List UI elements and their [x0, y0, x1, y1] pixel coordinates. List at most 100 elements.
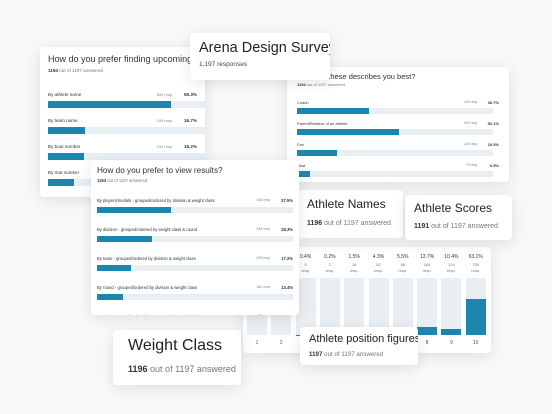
column-track	[392, 278, 413, 335]
answered-count: 1196	[128, 364, 148, 375]
field-title: Athlete Names	[307, 196, 386, 211]
answered-count: 1194	[48, 68, 58, 73]
x-tick-label: 1	[255, 340, 259, 346]
bar	[48, 179, 75, 186]
row-responses: 205 resp.	[256, 256, 272, 260]
value-label: 0.4%	[299, 254, 312, 260]
answered-count: 1194	[297, 82, 306, 87]
survey-responses: 1,197 responses	[199, 61, 248, 68]
field-title: Athlete Scores	[414, 201, 493, 215]
row-percent: 28.3%	[281, 227, 293, 232]
field-card: Athlete Names 1196 out of 1197 answered	[298, 190, 403, 238]
unit-label: resp.	[301, 268, 311, 273]
row-percent: 37.5%	[281, 198, 293, 203]
answered: 1194 out of 1197 answered	[48, 68, 103, 73]
column	[441, 329, 462, 335]
x-tick-label: 9	[450, 340, 453, 346]
row-responses: 439 resp.	[464, 100, 479, 104]
row-label: Fan	[297, 142, 304, 147]
value-label: 10.4%	[444, 254, 459, 260]
row-percent: 55.3%	[183, 92, 197, 97]
answered-text: out of 1197 answered	[324, 350, 384, 358]
answered: 1196 out of 1197 answered	[307, 220, 391, 227]
row-label: Host	[297, 163, 306, 168]
survey-card: Arena Design Survey 1,197 responses	[190, 33, 330, 80]
row-label: By players/medals - grouped/ordered by d…	[97, 198, 215, 203]
row-percent: 20.5%	[487, 142, 499, 147]
row-responses: 622 resp.	[464, 121, 479, 125]
row-label: By division - grouped/ordered by weight …	[97, 227, 198, 232]
question-title: How do you prefer to view results?	[97, 166, 223, 175]
row-responses: 30 resp.	[258, 314, 271, 315]
bar	[97, 294, 124, 300]
bar-track	[97, 236, 293, 242]
row-label: Coach	[297, 100, 309, 105]
column-track	[417, 278, 438, 335]
row-label: By bout number	[48, 144, 81, 149]
row-label: By time - grouped/ordered by most recent…	[97, 314, 198, 315]
count-label: 164	[423, 262, 431, 267]
question-card: How do you prefer to view results? 1193 o…	[91, 160, 299, 315]
row-responses: 199 resp.	[156, 118, 174, 123]
answered-text: out of 1197 answered	[431, 222, 498, 230]
value-label: 4.3%	[372, 254, 385, 260]
unit-label: resp.	[398, 268, 408, 273]
row-label: By athlete name	[48, 92, 82, 97]
bar	[97, 236, 153, 242]
answered: 1196 out of 1197 answered	[128, 364, 236, 374]
value-label: 5.5%	[397, 254, 409, 260]
field-title: Athlete position figures 🤼	[309, 332, 418, 345]
column-track	[441, 278, 462, 335]
value-label: 0.2%	[324, 254, 336, 260]
unit-label: resp.	[471, 268, 481, 273]
answered-count: 1193	[97, 178, 107, 183]
row-percent: 16.7%	[183, 118, 197, 123]
column	[465, 299, 486, 335]
bar-track	[97, 207, 293, 213]
survey-title: Arena Design Survey	[199, 40, 330, 56]
column-track	[344, 278, 365, 335]
row-responses: 194 resp.	[156, 144, 174, 149]
bar-track	[48, 153, 205, 160]
bar	[48, 101, 171, 108]
column-track	[319, 278, 340, 335]
answered-text: out of 1197 answered	[59, 68, 104, 73]
column	[417, 327, 438, 335]
answered-text: out of 1197 answered	[150, 364, 236, 375]
count-label: 5	[304, 262, 307, 267]
count-label: 52	[376, 262, 381, 267]
value-label: 1.5%	[348, 254, 360, 260]
unit-label: resp.	[349, 268, 359, 273]
row-percent: 13.4%	[281, 285, 293, 290]
bar	[297, 129, 400, 135]
count-label: 2	[328, 262, 331, 267]
answered-count: 1196	[307, 219, 323, 227]
bar	[48, 127, 86, 134]
row-label: By round - grouped/ordered by division &…	[97, 285, 198, 290]
column-track	[295, 278, 316, 335]
value-label: 13.7%	[420, 254, 435, 260]
field-title: Weight Class	[128, 336, 222, 354]
row-percent: 52.1%	[487, 121, 499, 126]
row-percent: 2.5%	[283, 314, 293, 315]
bar	[297, 108, 369, 114]
unit-label: resp.	[446, 268, 456, 273]
row-responses: 160 resp.	[256, 285, 272, 289]
answered-count: 1197	[309, 350, 323, 358]
row-responses: 446 resp.	[256, 198, 272, 202]
bar-track	[297, 150, 493, 156]
bar-track	[48, 127, 205, 134]
column-track	[368, 278, 389, 335]
bar	[97, 265, 131, 271]
bar-track	[97, 294, 293, 300]
answered: 1194 out of 1197 answered	[297, 82, 345, 87]
row-responses: 78 resp.	[465, 163, 479, 167]
question-title: How do you prefer finding upcoming bou	[48, 54, 205, 64]
row-percent: 17.2%	[281, 256, 293, 261]
answered-text: out of 1197 answered	[107, 178, 148, 183]
question-title: Which of these describes you best?	[297, 72, 416, 81]
bar	[297, 171, 310, 177]
unit-label: resp.	[325, 268, 335, 273]
answered-count: 1191	[414, 222, 430, 230]
